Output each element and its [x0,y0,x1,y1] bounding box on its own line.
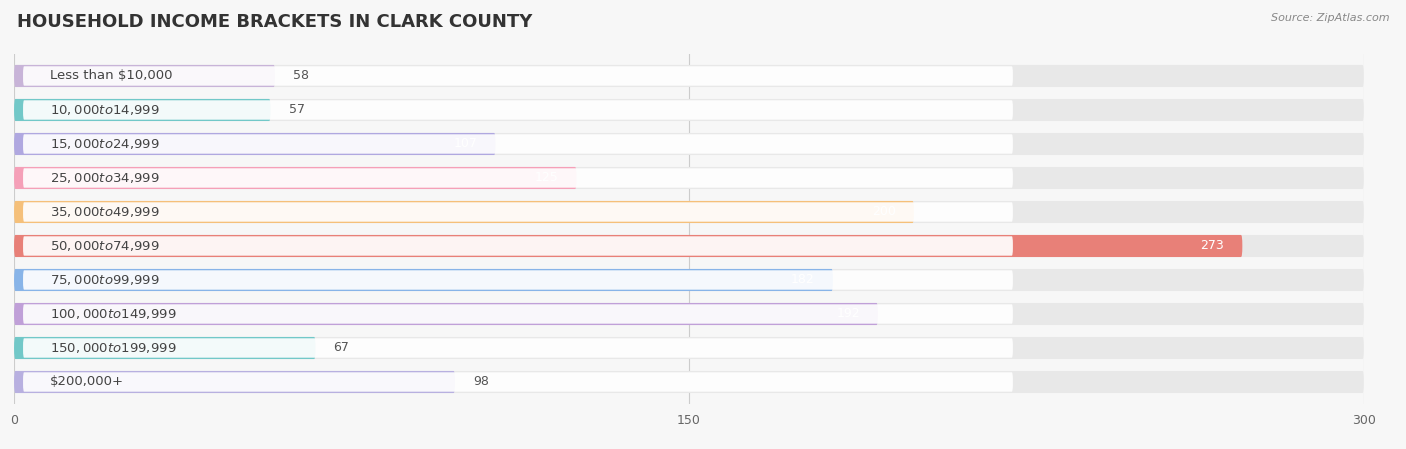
Text: Source: ZipAtlas.com: Source: ZipAtlas.com [1271,13,1389,23]
FancyBboxPatch shape [14,269,1364,291]
Text: $10,000 to $14,999: $10,000 to $14,999 [51,103,160,117]
FancyBboxPatch shape [22,338,1012,358]
FancyBboxPatch shape [14,303,1364,325]
FancyBboxPatch shape [14,133,1364,155]
Text: 107: 107 [454,137,478,150]
Text: $150,000 to $199,999: $150,000 to $199,999 [51,341,177,355]
FancyBboxPatch shape [14,201,914,223]
Text: $200,000+: $200,000+ [51,375,124,388]
FancyBboxPatch shape [14,235,1364,257]
FancyBboxPatch shape [22,372,1012,392]
FancyBboxPatch shape [14,269,832,291]
Text: 200: 200 [872,206,896,219]
FancyBboxPatch shape [14,371,1364,393]
FancyBboxPatch shape [14,65,1364,87]
Text: 67: 67 [333,342,349,355]
FancyBboxPatch shape [22,304,1012,324]
Text: 125: 125 [534,172,558,185]
FancyBboxPatch shape [14,65,276,87]
Text: $25,000 to $34,999: $25,000 to $34,999 [51,171,160,185]
FancyBboxPatch shape [14,371,456,393]
FancyBboxPatch shape [14,337,1364,359]
FancyBboxPatch shape [22,168,1012,188]
Text: $100,000 to $149,999: $100,000 to $149,999 [51,307,177,321]
FancyBboxPatch shape [22,270,1012,290]
FancyBboxPatch shape [14,99,1364,121]
FancyBboxPatch shape [22,202,1012,222]
Text: $75,000 to $99,999: $75,000 to $99,999 [51,273,160,287]
Text: HOUSEHOLD INCOME BRACKETS IN CLARK COUNTY: HOUSEHOLD INCOME BRACKETS IN CLARK COUNT… [17,13,533,31]
Text: 57: 57 [288,103,305,116]
Text: $15,000 to $24,999: $15,000 to $24,999 [51,137,160,151]
FancyBboxPatch shape [14,133,495,155]
Text: 58: 58 [292,70,309,83]
FancyBboxPatch shape [14,201,1364,223]
Text: $50,000 to $74,999: $50,000 to $74,999 [51,239,160,253]
Text: 273: 273 [1201,239,1225,252]
Text: $35,000 to $49,999: $35,000 to $49,999 [51,205,160,219]
FancyBboxPatch shape [14,303,877,325]
Text: Less than $10,000: Less than $10,000 [51,70,173,83]
FancyBboxPatch shape [14,337,315,359]
FancyBboxPatch shape [22,134,1012,154]
FancyBboxPatch shape [14,235,1243,257]
Text: 182: 182 [792,273,815,286]
FancyBboxPatch shape [22,236,1012,255]
FancyBboxPatch shape [14,167,576,189]
FancyBboxPatch shape [14,167,1364,189]
FancyBboxPatch shape [14,99,270,121]
FancyBboxPatch shape [22,66,1012,86]
Text: 192: 192 [837,308,860,321]
FancyBboxPatch shape [22,100,1012,120]
Text: 98: 98 [472,375,489,388]
